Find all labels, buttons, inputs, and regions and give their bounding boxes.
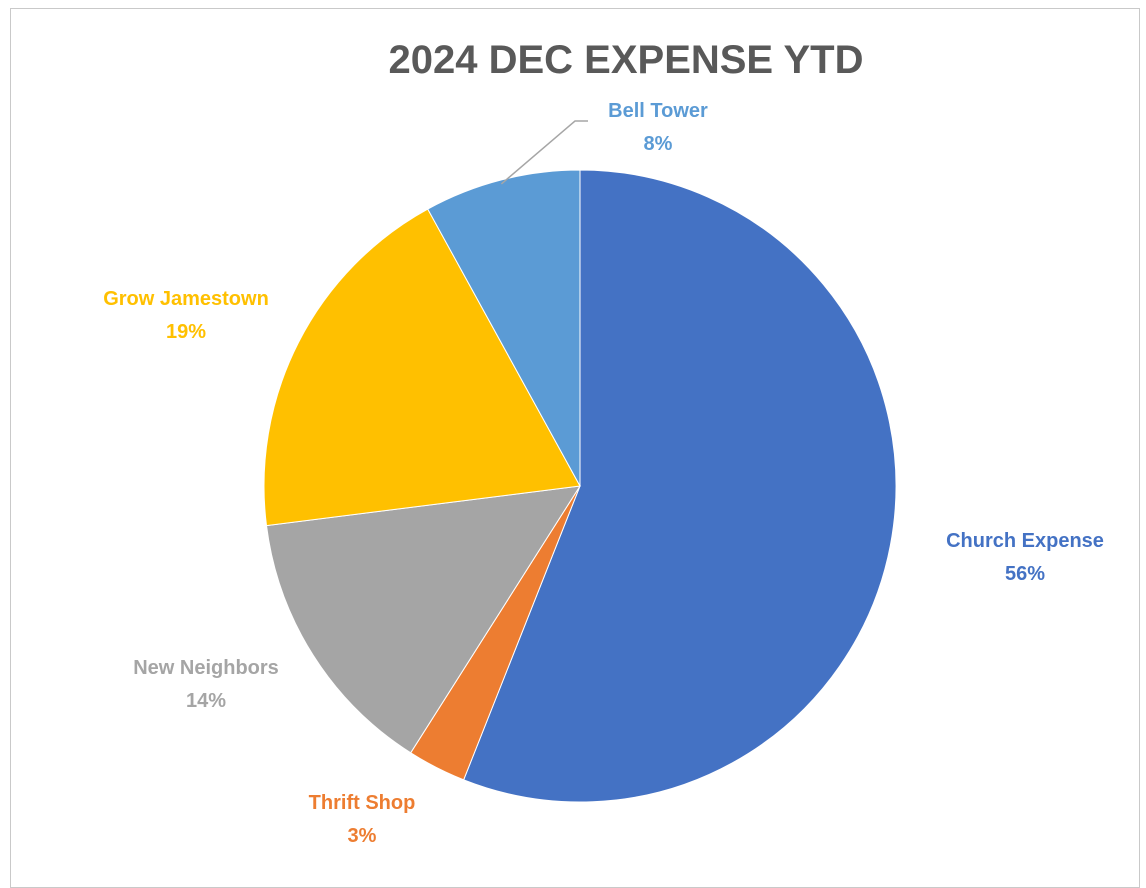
- slice-label-percent: 8%: [644, 133, 673, 155]
- chart-title: 2024 DEC EXPENSE YTD: [388, 38, 863, 82]
- slice-label-bell-tower: Bell Tower 8%: [608, 100, 708, 155]
- slice-label-name: Bell Tower: [608, 100, 708, 122]
- pie-slice-new-neighbors: [265, 485, 581, 754]
- pie-slices: [263, 169, 897, 803]
- slice-label-thrift-shop: Thrift Shop 3%: [309, 792, 416, 847]
- slice-label-church-expense: Church Expense 56%: [946, 530, 1104, 585]
- slice-label-percent: 56%: [1005, 563, 1045, 585]
- slice-label-percent: 3%: [348, 825, 377, 847]
- slice-label-name: Church Expense: [946, 530, 1104, 552]
- pie-labels: Church Expense 56% Thrift Shop 3% New Neighb…: [103, 100, 1104, 847]
- pie-slice-grow-jamestown: [263, 208, 581, 527]
- slice-label-grow-jamestown: Grow Jamestown 19%: [103, 288, 269, 343]
- slice-label-new-neighbors: New Neighbors 14%: [133, 657, 279, 712]
- pie-slice-church-expense: [463, 169, 897, 803]
- slice-label-percent: 14%: [186, 690, 226, 712]
- pie-slice-bell-tower: [427, 169, 581, 487]
- leader-line-bell-tower: [500, 120, 588, 185]
- slice-label-name: Thrift Shop: [309, 792, 416, 814]
- slice-label-percent: 19%: [166, 321, 206, 343]
- slice-label-name: Grow Jamestown: [103, 288, 269, 310]
- slice-label-name: New Neighbors: [133, 657, 279, 679]
